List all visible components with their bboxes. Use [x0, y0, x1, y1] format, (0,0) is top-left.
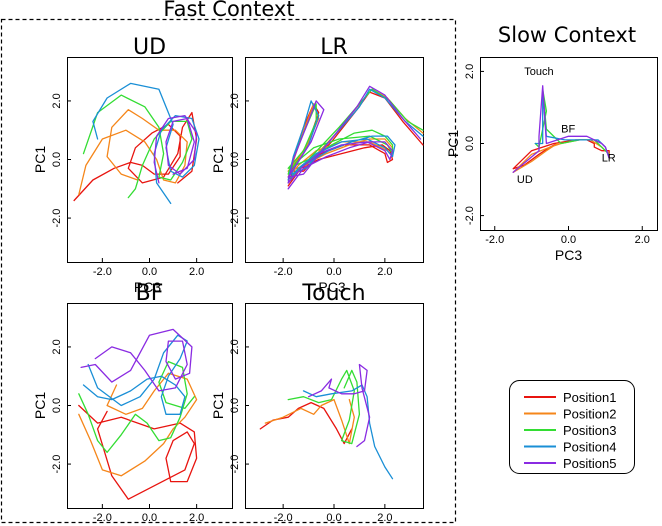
y-axis-label: PC1 — [32, 146, 48, 173]
trace-position5 — [307, 363, 371, 448]
y-tick-label: -2.0 — [464, 206, 476, 225]
panel-title: Touch — [301, 281, 365, 306]
trace-position2 — [512, 139, 610, 173]
y-tick-label: -2.0 — [229, 209, 241, 228]
x-tick-label: 0.0 — [326, 512, 341, 524]
panel-touch: Touch -2.0 0.0 2.0 -2.0 0.0 2.0 PC3 PC1 — [210, 281, 424, 526]
trace-position1 — [512, 139, 610, 170]
trace-position2 — [78, 109, 188, 196]
trace-position5 — [80, 328, 193, 392]
x-tick-label: -2.0 — [274, 512, 293, 524]
trace-position3 — [78, 360, 195, 454]
x-tick-label: 0.0 — [326, 266, 341, 278]
plot-frame — [245, 303, 424, 509]
trace-position5 — [512, 85, 610, 173]
x-tick-label: 2.0 — [635, 234, 650, 246]
annotation-bf: BF — [561, 124, 575, 136]
y-axis-label: PC1 — [210, 146, 226, 173]
panel-slow-context: -2.0 0.0 2.0 -2.0 0.0 2.0 PC3 PC1 Touch BF LR UD — [445, 57, 658, 263]
x-tick-label: 2.0 — [377, 512, 392, 524]
plot-frame — [245, 57, 424, 263]
legend-box — [509, 380, 635, 474]
x-axis-label: PC3 — [555, 247, 582, 263]
panels: UD -2.0 0.0 2.0 -2.0 0.0 2.0 PC3 PC1 LR -2.0 0.0 2.0… — [32, 35, 658, 526]
x-axis-label: PC3 — [318, 279, 345, 295]
y-tick-label: 0.0 — [51, 398, 63, 413]
legend-label: Position1 — [563, 390, 616, 405]
plot-frame — [67, 303, 233, 509]
y-axis-label: PC1 — [210, 392, 226, 419]
y-tick-label: 2.0 — [51, 93, 63, 108]
panel-bf: BF -2.0 0.0 2.0 -2.0 0.0 2.0 PC3 PC1 — [32, 281, 233, 526]
trace-position4 — [92, 82, 200, 205]
trace-position2 — [78, 372, 198, 477]
x-tick-label: 0.0 — [142, 512, 157, 524]
y-tick-label: 0.0 — [229, 152, 241, 167]
trace-position5 — [287, 85, 422, 190]
y-tick-label: -2.0 — [229, 455, 241, 474]
y-tick-label: -2.0 — [51, 209, 63, 228]
x-tick-label: -2.0 — [485, 234, 504, 246]
y-tick-label: 2.0 — [229, 93, 241, 108]
y-tick-label: 2.0 — [229, 339, 241, 354]
slow-context-title: Slow Context — [498, 23, 636, 47]
trace-position4 — [82, 334, 188, 415]
trace-position2 — [264, 398, 355, 445]
y-axis-label: PC1 — [32, 392, 48, 419]
fast-context-title: Fast Context — [163, 0, 294, 21]
annotation-touch: Touch — [524, 66, 553, 78]
x-tick-label: 2.0 — [189, 266, 204, 278]
trace-position1 — [78, 404, 198, 500]
legend-label: Position5 — [563, 456, 616, 471]
y-tick-label: 0.0 — [464, 136, 476, 151]
x-tick-label: 2.0 — [377, 266, 392, 278]
panel-lr: LR -2.0 0.0 2.0 -2.0 0.0 2.0 PC3 PC1 — [210, 35, 424, 295]
y-tick-label: 2.0 — [51, 339, 63, 354]
plot-frame — [480, 57, 658, 231]
x-tick-label: 0.0 — [561, 234, 576, 246]
legend-label: Position4 — [563, 440, 616, 455]
panel-ud: UD -2.0 0.0 2.0 -2.0 0.0 2.0 PC3 PC1 — [32, 35, 233, 295]
panel-title: LR — [320, 35, 348, 60]
legend-label: Position2 — [563, 407, 616, 422]
annotation-lr: LR — [602, 153, 616, 165]
panel-title: BF — [136, 281, 164, 306]
panel-title: UD — [133, 35, 166, 60]
x-tick-label: 0.0 — [142, 266, 157, 278]
trace-position5 — [153, 114, 198, 184]
y-tick-label: 2.0 — [464, 64, 476, 79]
trace-position4 — [302, 384, 394, 480]
fast-context-box — [0, 18, 457, 524]
y-tick-label: 0.0 — [229, 398, 241, 413]
x-tick-label: -2.0 — [93, 266, 112, 278]
plot-frame — [67, 57, 233, 263]
x-axis-label: PC3 — [134, 279, 161, 295]
y-axis-label: PC1 — [445, 130, 461, 157]
trace-position3 — [287, 369, 361, 445]
y-tick-label: 0.0 — [51, 152, 63, 167]
x-tick-label: 2.0 — [189, 512, 204, 524]
x-tick-label: -2.0 — [93, 512, 112, 524]
legend-label: Position3 — [563, 423, 616, 438]
annotation-ud: UD — [517, 174, 533, 186]
x-tick-label: -2.0 — [274, 266, 293, 278]
y-tick-label: -2.0 — [51, 455, 63, 474]
